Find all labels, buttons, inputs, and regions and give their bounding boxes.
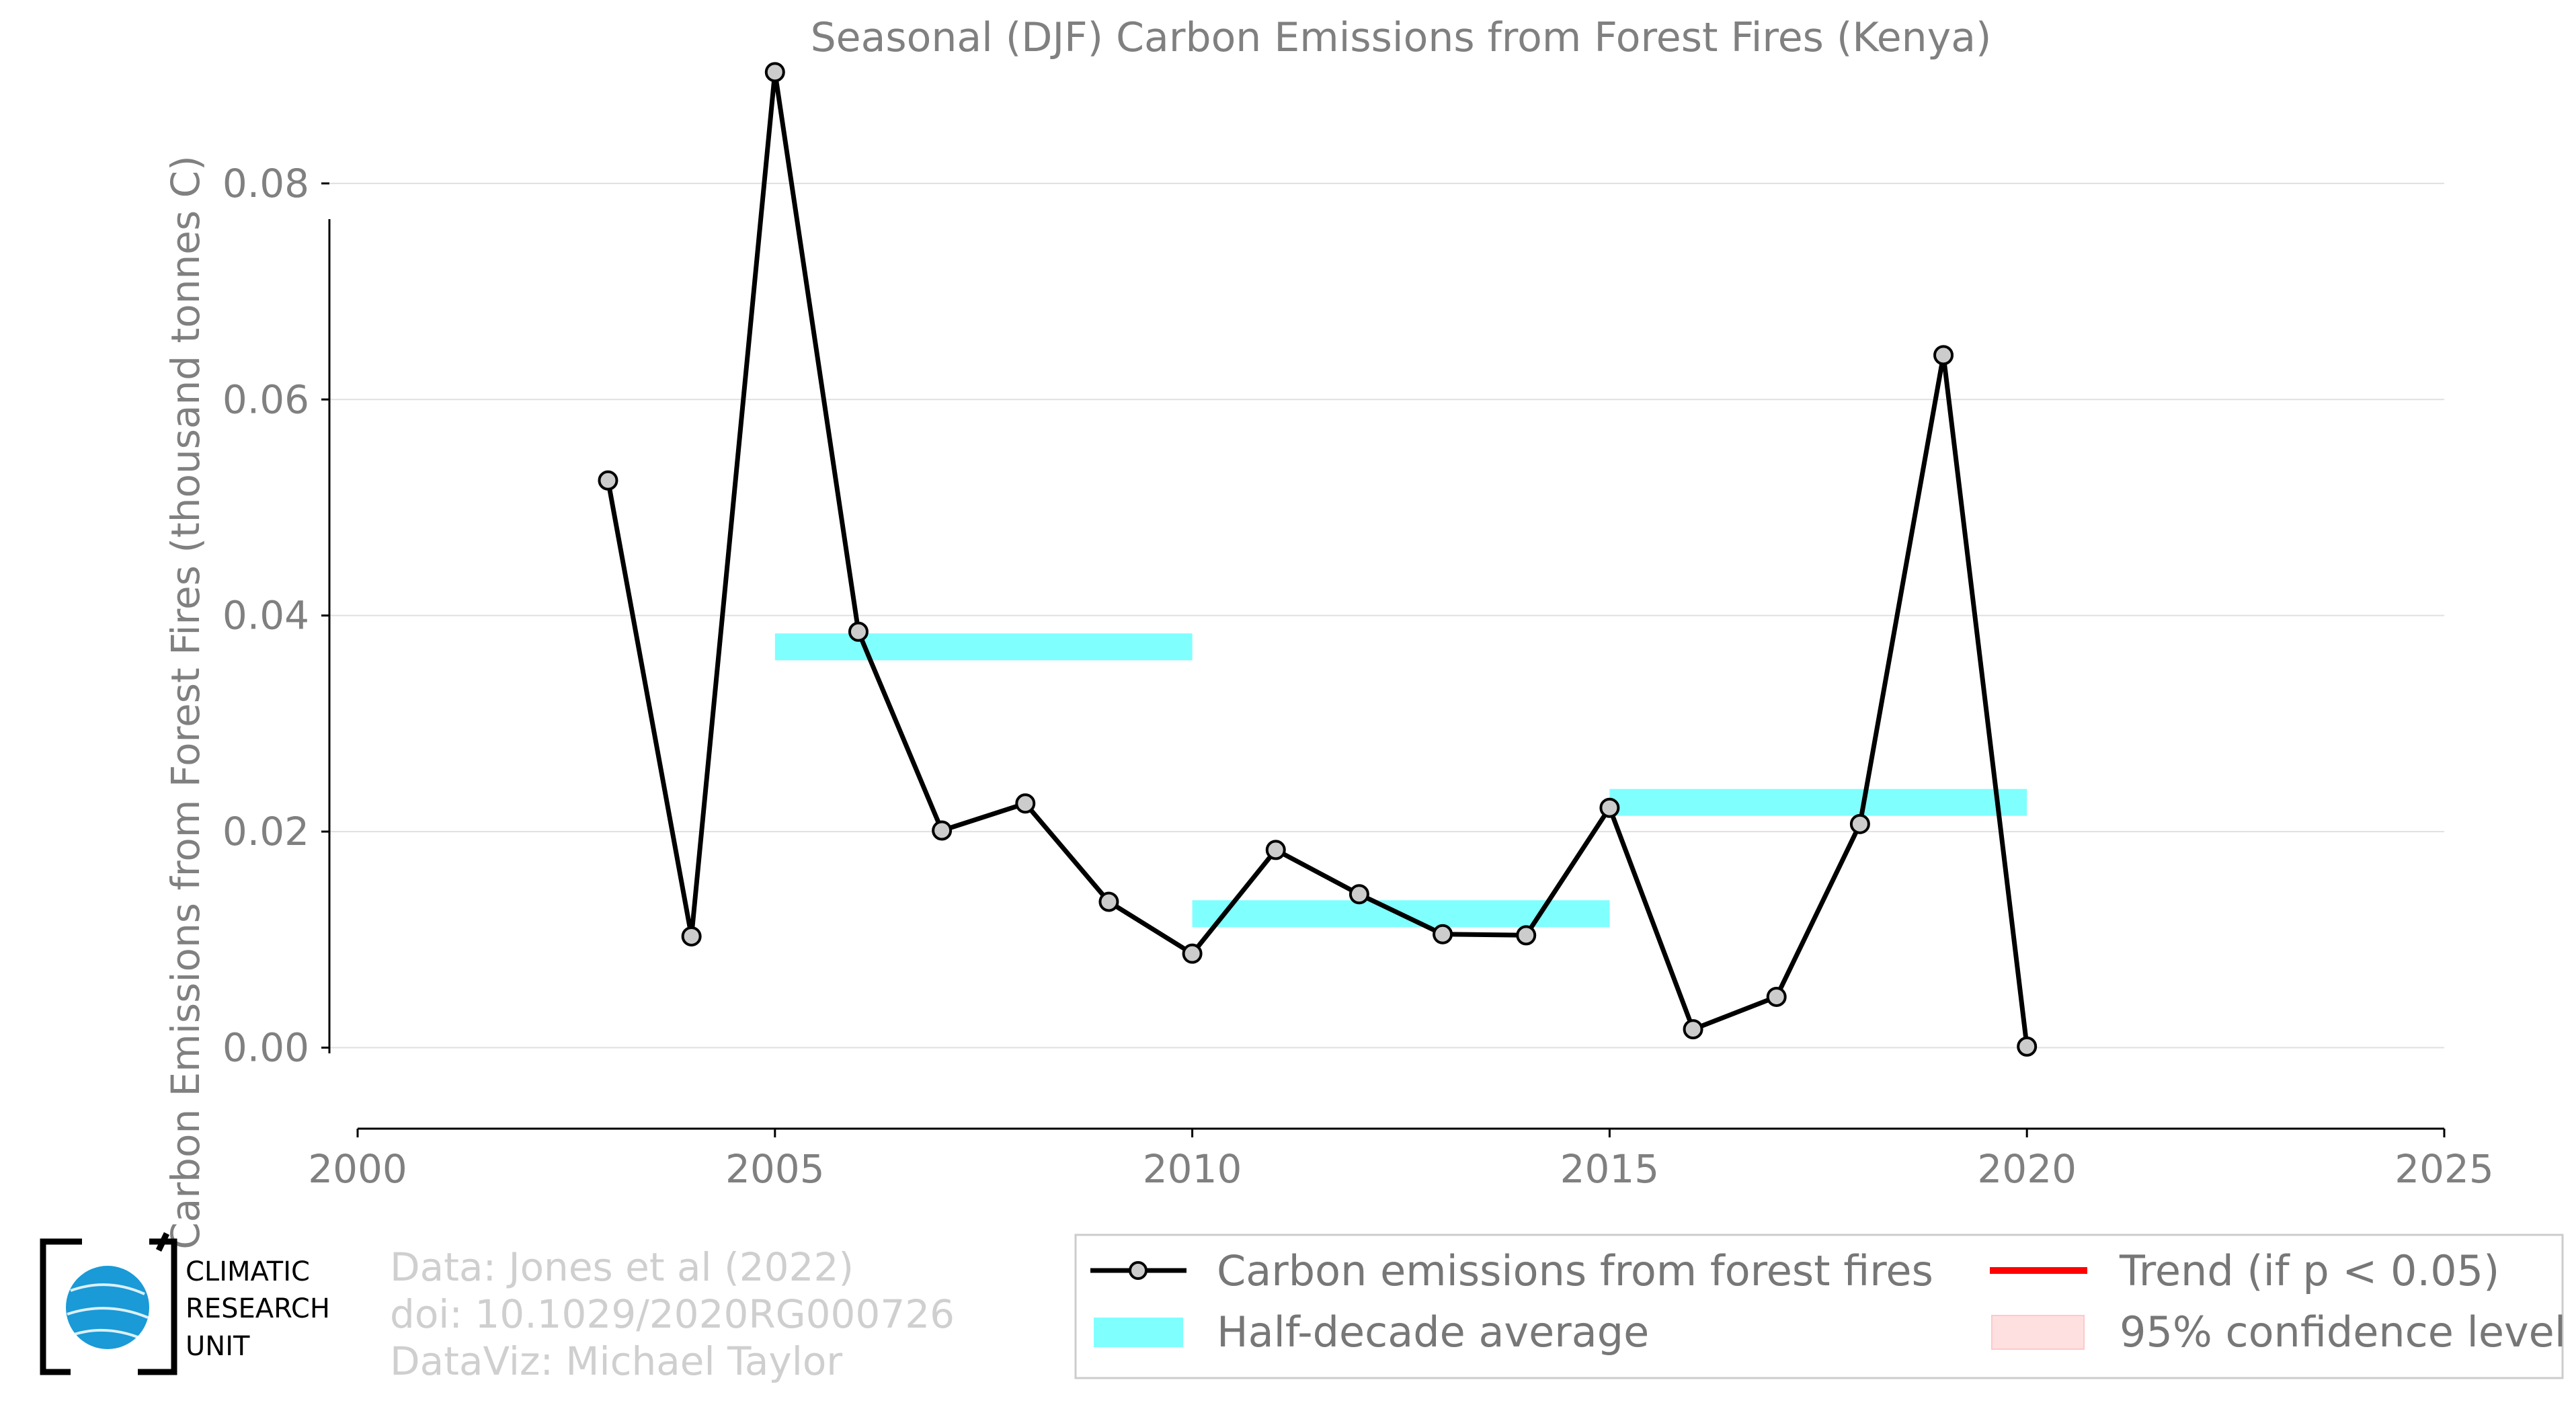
data-point bbox=[1933, 345, 1954, 366]
series-line-carbon-emissions bbox=[606, 69, 2029, 1047]
half-decade-bar bbox=[1609, 789, 2027, 816]
series-points bbox=[598, 62, 2038, 1057]
legend-label-emissions: Carbon emissions from forest fires bbox=[1217, 1246, 1933, 1295]
legend-label-trend: Trend (if p < 0.05) bbox=[2119, 1246, 2499, 1295]
legend: Carbon emissions from forest fires Half-… bbox=[1074, 1234, 2566, 1379]
data-point bbox=[598, 470, 618, 491]
x-tick-label: 2005 bbox=[725, 1146, 825, 1192]
data-point bbox=[1599, 797, 1620, 818]
data-point bbox=[848, 621, 869, 642]
data-point bbox=[681, 926, 702, 946]
data-point bbox=[764, 62, 785, 83]
x-tick-label: 2000 bbox=[308, 1146, 407, 1192]
x-tick-label: 2025 bbox=[2394, 1146, 2494, 1192]
data-point bbox=[1849, 813, 1870, 834]
y-axis-label: Carbon Emissions from Forest Fires (thou… bbox=[163, 155, 208, 1249]
credit-dataviz: DataViz: Michael Taylor bbox=[390, 1338, 842, 1384]
y-tick-label: 0.00 bbox=[223, 1024, 309, 1070]
grid-lines bbox=[329, 182, 2444, 1049]
y-tick-label: 0.04 bbox=[223, 593, 309, 639]
data-point bbox=[1766, 986, 1787, 1007]
data-point bbox=[1098, 891, 1119, 912]
legend-marker-swatch bbox=[1129, 1261, 1148, 1280]
data-point bbox=[1433, 924, 1453, 944]
legend-label-confidence: 95% confidence level bbox=[2120, 1307, 2566, 1357]
y-tick-label: 0.06 bbox=[223, 376, 309, 422]
x-tick-label: 2010 bbox=[1143, 1146, 1242, 1192]
data-point bbox=[2017, 1036, 2038, 1057]
data-point bbox=[1265, 840, 1286, 860]
chart-title: Seasonal (DJF) Carbon Emissions from For… bbox=[811, 14, 1992, 61]
x-axis-ticks: 2000 2005 2010 2015 2020 2025 bbox=[308, 1129, 2494, 1192]
data-point bbox=[1182, 943, 1203, 964]
data-point bbox=[1349, 884, 1369, 905]
legend-confidence-swatch bbox=[1991, 1315, 2085, 1350]
data-point bbox=[1516, 925, 1537, 946]
globe-lines bbox=[67, 1283, 149, 1340]
legend-band-swatch bbox=[1094, 1318, 1183, 1347]
credit-data: Data: Jones et al (2022) bbox=[390, 1244, 854, 1290]
y-tick-label: 0.08 bbox=[223, 161, 309, 206]
y-axis-ticks: 0.00 0.02 0.04 0.06 0.08 bbox=[223, 161, 329, 1070]
y-tick-label: 0.02 bbox=[223, 809, 309, 854]
data-point bbox=[932, 820, 953, 841]
logo-line-3: UNIT bbox=[186, 1331, 250, 1362]
logo-line-1: CLIMATIC bbox=[186, 1256, 310, 1287]
data-point bbox=[1015, 793, 1036, 814]
logo-bracket-left bbox=[40, 1238, 82, 1375]
half-decade-bands bbox=[774, 633, 2027, 928]
logo-line-2: RESEARCH bbox=[186, 1293, 330, 1324]
logo-slash bbox=[155, 1232, 170, 1252]
credit-doi: doi: 10.1029/2020RG000726 bbox=[390, 1291, 955, 1337]
half-decade-bar bbox=[774, 633, 1193, 661]
data-point bbox=[1683, 1019, 1703, 1040]
cru-logo: CLIMATIC RESEARCH UNIT bbox=[40, 1232, 330, 1375]
legend-label-half-decade: Half-decade average bbox=[1217, 1307, 1649, 1357]
x-tick-label: 2020 bbox=[1977, 1146, 2077, 1192]
legend-frame bbox=[1074, 1234, 2564, 1379]
x-tick-label: 2015 bbox=[1560, 1146, 1660, 1192]
